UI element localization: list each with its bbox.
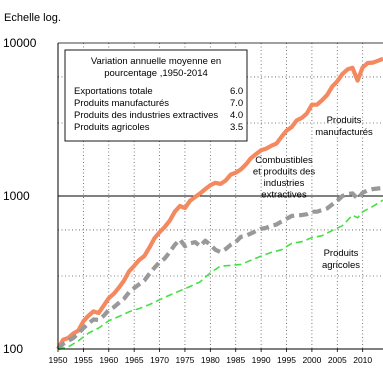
legend-row-value: 7.0 — [230, 98, 243, 109]
x-tick-label: 1995 — [277, 355, 296, 365]
legend-row-label: Exportations totale — [74, 86, 153, 97]
plot-frame — [57, 42, 383, 352]
annotation-line: Combustibles — [255, 155, 313, 166]
x-tick-label: 1965 — [125, 355, 144, 365]
legend-row-value: 6.0 — [230, 86, 243, 97]
legend-frame — [64, 49, 248, 142]
legend-row-value: 4.0 — [230, 110, 243, 121]
legend-row-value: 3.5 — [230, 122, 243, 133]
annotation-line: manufacturés — [315, 127, 373, 138]
annotation-line: extractives — [261, 190, 307, 201]
legend-row-label: Produits des industries extractives — [74, 110, 218, 121]
y-tick-label: 10000 — [3, 36, 37, 50]
y-tick-label: 1000 — [3, 189, 30, 203]
scale-note: Echelle log. — [4, 12, 61, 24]
x-tick-label: 1980 — [201, 355, 220, 365]
annotation-line: Produits — [327, 115, 362, 126]
series-lines — [56, 56, 383, 351]
x-tick-label: 1950 — [49, 355, 68, 365]
x-tick-label: 2010 — [353, 355, 372, 365]
y-tick-label: 100 — [3, 342, 23, 356]
series-line-1 — [56, 56, 383, 351]
legend-row-label: Produits agricoles — [74, 122, 150, 133]
series-line-2 — [56, 185, 383, 351]
x-tick-label: 2000 — [302, 355, 321, 365]
annotation-line: et produits des — [253, 167, 316, 178]
annotation-line: Produits — [324, 248, 359, 259]
axis-tick-labels: 100 1000 10000 1950 1955 1960 1965 1970 1975 1980… — [3, 36, 372, 365]
x-tick-label: 1955 — [74, 355, 93, 365]
annotation-line: agricoles — [322, 260, 360, 271]
legend-title-line: Variation annuelle moyenne en — [91, 56, 221, 67]
legend-box: Variation annuelle moyenne enpourcentage… — [64, 49, 248, 142]
x-tick-label: 1975 — [175, 355, 194, 365]
legend-title-line: pourcentage ,1950-2014 — [104, 68, 208, 79]
x-tick-label: 2005 — [328, 355, 347, 365]
grid — [58, 43, 383, 349]
legend-row-label: Produits manufacturés — [74, 98, 169, 109]
x-tick-label: 1970 — [150, 355, 169, 365]
x-tick-label: 1960 — [99, 355, 118, 365]
x-tick-label: 1985 — [226, 355, 245, 365]
x-tick-label: 1990 — [252, 355, 271, 365]
series-line-3 — [57, 199, 383, 350]
annotation-line: industries — [264, 178, 305, 189]
